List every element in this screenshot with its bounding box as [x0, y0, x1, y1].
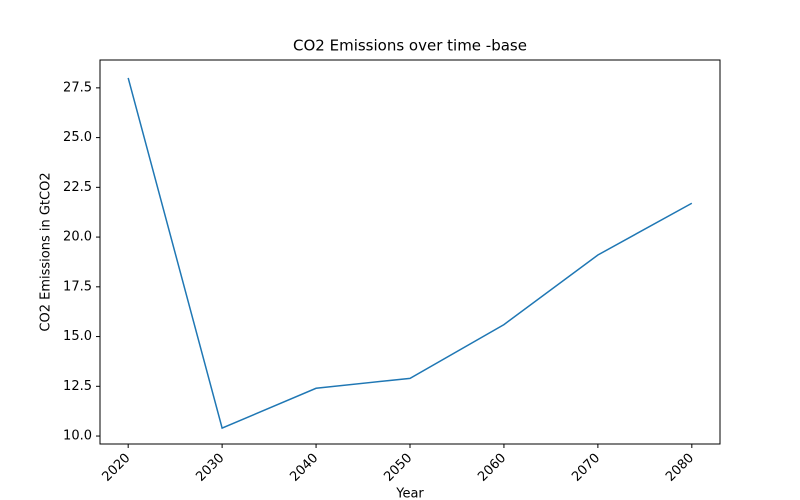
y-tick-label: 22.5 [63, 180, 92, 195]
x-tick-label: 2040 [287, 451, 321, 485]
y-tick-label: 27.5 [63, 80, 92, 95]
y-tick-label: 10.0 [63, 429, 92, 444]
y-tick-label: 15.0 [63, 329, 92, 344]
x-tick-label: 2070 [569, 451, 603, 485]
x-tick-label: 2050 [381, 451, 415, 485]
y-tick-label: 25.0 [63, 130, 92, 145]
y-tick-label: 17.5 [63, 279, 92, 294]
x-tick-label: 2030 [193, 451, 227, 485]
x-tick-label: 2060 [475, 451, 509, 485]
y-axis-label: CO2 Emissions in GtCO2 [39, 172, 54, 331]
plot-frame [99, 59, 721, 445]
y-tick-label: 20.0 [63, 230, 92, 245]
x-tick-label: 2080 [663, 451, 697, 485]
chart-title: CO2 Emissions over time -base [293, 37, 527, 55]
x-axis-label: Year [395, 487, 424, 500]
x-tick-label: 2020 [99, 451, 133, 485]
data-line [127, 77, 693, 430]
y-tick-label: 12.5 [63, 379, 92, 394]
